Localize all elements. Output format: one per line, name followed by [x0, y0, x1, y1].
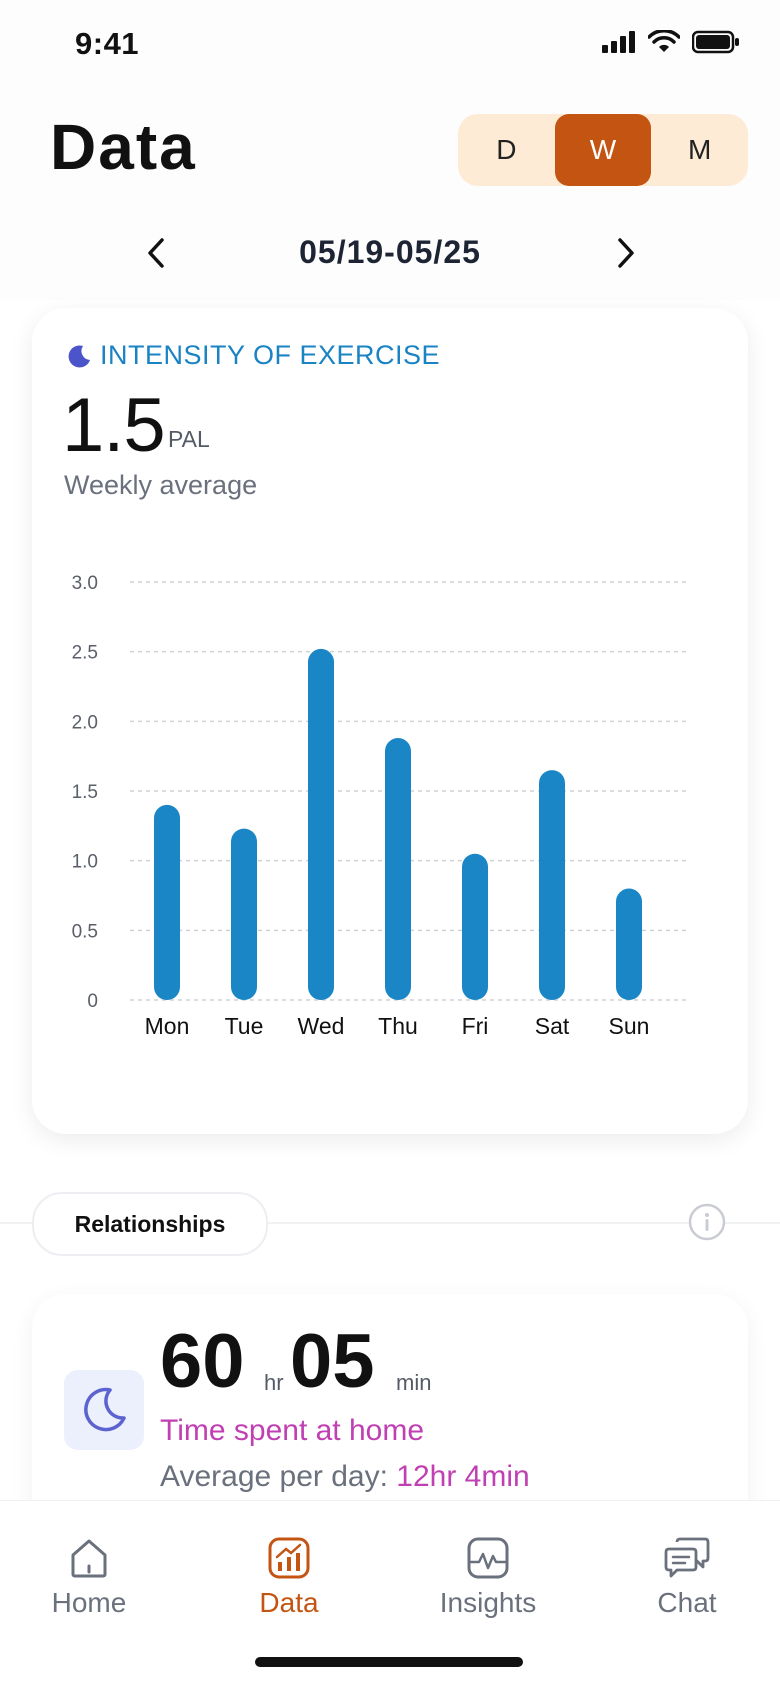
- moon-icon: [84, 1387, 126, 1432]
- wifi-icon: [648, 30, 680, 52]
- chevron-right-icon[interactable]: [608, 236, 642, 270]
- x-tick-label: Sat: [535, 1013, 570, 1039]
- chart-icon: [268, 1537, 310, 1579]
- bar-tue[interactable]: [231, 828, 257, 1000]
- chat-icon: [664, 1537, 710, 1578]
- y-tick-label: 2.0: [72, 712, 98, 733]
- segment-day[interactable]: D: [496, 134, 517, 165]
- page-title: Data: [50, 111, 197, 183]
- nav-data-label: Data: [259, 1587, 319, 1618]
- status-time: 9:41: [75, 26, 140, 61]
- status-icons: [602, 30, 740, 54]
- nav-home-label: Home: [51, 1587, 127, 1618]
- bar-fri[interactable]: [462, 853, 488, 1000]
- minutes-value: 05: [290, 1319, 375, 1404]
- battery-icon: [692, 30, 739, 54]
- y-tick-label: 0.5: [72, 921, 98, 942]
- x-tick-label: Fri: [462, 1013, 489, 1039]
- period-segmented-control: D W M: [458, 114, 748, 186]
- time-at-home-icon-box: [64, 1370, 144, 1450]
- moon-icon: [68, 344, 90, 367]
- nav-data[interactable]: Data: [214, 1536, 364, 1619]
- segment-week[interactable]: W: [554, 114, 652, 186]
- time-at-home-label: Time spent at home: [160, 1414, 425, 1447]
- bar-sat[interactable]: [539, 770, 565, 1000]
- relationships-chip[interactable]: Relationships: [32, 1192, 268, 1256]
- bar-sun[interactable]: [616, 888, 642, 1000]
- nav-chat-label: Chat: [657, 1587, 717, 1618]
- nav-chat[interactable]: Chat: [612, 1536, 762, 1619]
- nav-insights-label: Insights: [439, 1587, 537, 1618]
- minutes-unit: min: [396, 1370, 432, 1395]
- nav-home[interactable]: Home: [14, 1536, 164, 1619]
- home-indicator: [255, 1657, 523, 1667]
- y-tick-label: 1.5: [72, 782, 98, 803]
- pal-unit: PAL: [168, 426, 210, 452]
- x-tick-label: Tue: [225, 1013, 264, 1039]
- hours-value: 60: [160, 1319, 245, 1404]
- y-tick-label: 2.5: [72, 643, 98, 664]
- y-tick-label: 1.0: [72, 852, 98, 873]
- y-tick-label: 3.0: [72, 573, 98, 594]
- bar-thu[interactable]: [385, 738, 411, 1000]
- hours-unit: hr: [264, 1370, 284, 1395]
- exercise-card-label: INTENSITY OF EXERCISE: [66, 340, 440, 371]
- exercise-bar-chart: 0 0.5 1.0 1.5 2.0 2.5 3.0 Mon Tue Wed Thu Fri Sat Sun: [72, 573, 690, 1039]
- section-divider: [0, 1222, 780, 1224]
- info-icon[interactable]: [688, 1203, 726, 1241]
- date-range: 05/19-05/25: [299, 234, 481, 270]
- average-per-day: Average per day: 12hr 4min: [160, 1460, 530, 1494]
- insights-icon: [467, 1537, 509, 1579]
- y-tick-label: 0: [87, 991, 98, 1012]
- exercise-title: INTENSITY OF EXERCISE: [100, 340, 441, 370]
- weekly-average-caption: Weekly average: [64, 470, 258, 500]
- bar-mon[interactable]: [154, 804, 180, 1000]
- cellular-signal-icon: [602, 31, 635, 53]
- chevron-left-icon[interactable]: [140, 236, 174, 270]
- average-prefix: Average per day:: [160, 1460, 388, 1493]
- nav-insights[interactable]: Insights: [413, 1536, 563, 1619]
- x-tick-label: Thu: [378, 1013, 418, 1039]
- x-tick-label: Wed: [298, 1013, 345, 1039]
- bar-wed[interactable]: [308, 648, 334, 1000]
- x-tick-label: Mon: [145, 1013, 190, 1039]
- home-icon: [71, 1539, 107, 1578]
- average-value: 12hr 4min: [396, 1460, 530, 1493]
- segment-month[interactable]: M: [688, 134, 712, 165]
- pal-value: 1.5: [62, 383, 166, 468]
- x-tick-label: Sun: [609, 1013, 650, 1039]
